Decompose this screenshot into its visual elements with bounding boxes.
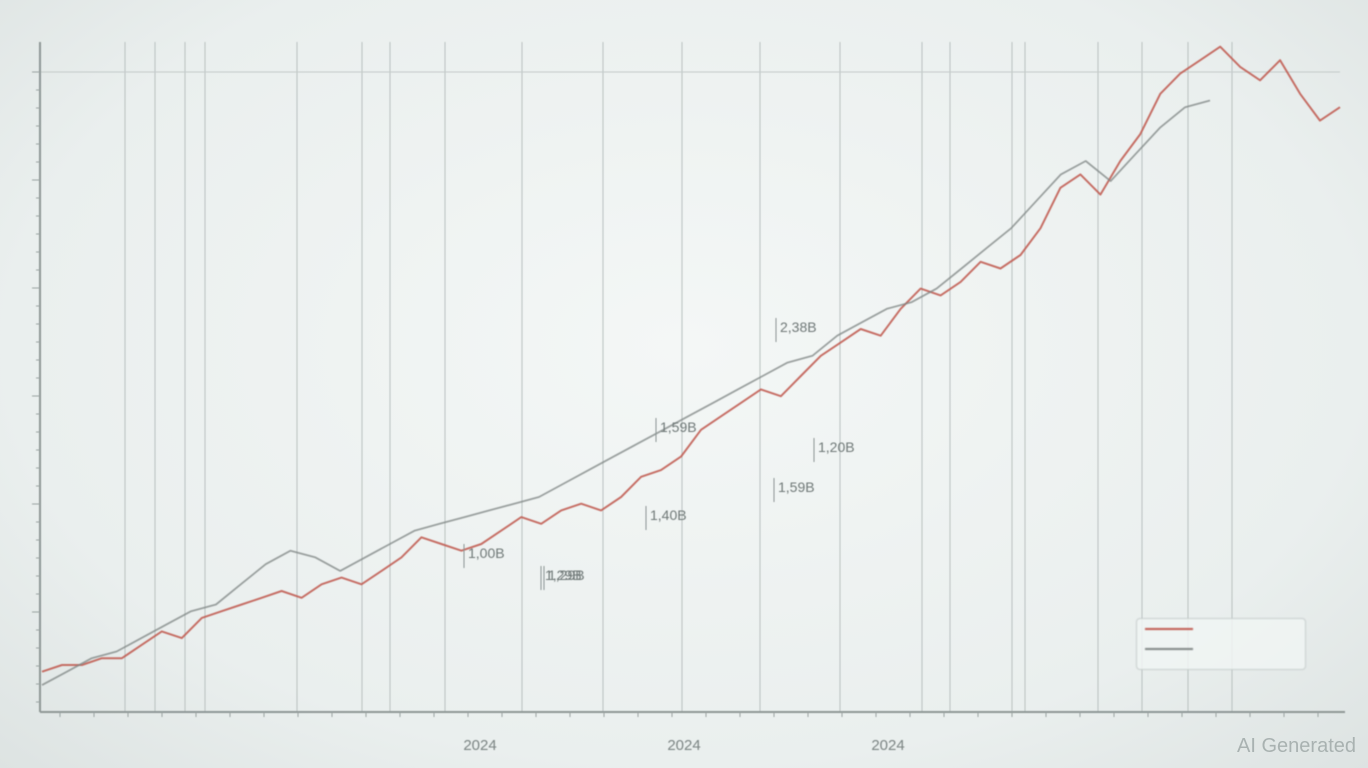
annotation-label-4: 1,40B <box>650 507 687 523</box>
annotation-label-3: 1,59B <box>660 419 697 435</box>
chart-legend <box>1136 618 1306 670</box>
annotation-label-0: 2,38B <box>780 319 817 335</box>
legend-entry-2 <box>1145 648 1205 650</box>
watermark: AI Generated <box>1237 735 1356 757</box>
x-tick-label-0: 2024 <box>463 737 496 754</box>
series-line-1 <box>41 45 1341 673</box>
legend-swatch-2 <box>1145 648 1193 650</box>
legend-entry-1 <box>1145 628 1205 630</box>
legend-swatch-1 <box>1145 628 1193 630</box>
annotation-label-6: 1,00B <box>468 545 505 561</box>
series-line-2 <box>41 99 1211 686</box>
annotation-label-5: 1,29B <box>545 567 582 583</box>
x-tick-label-2: 2024 <box>871 737 904 754</box>
x-tick-label-1: 2024 <box>667 737 700 754</box>
annotation-label-2: 1,20B <box>818 439 855 455</box>
annotation-label-7: 1,29B <box>548 567 585 583</box>
annotation-label-1: 1,59B <box>778 479 815 495</box>
